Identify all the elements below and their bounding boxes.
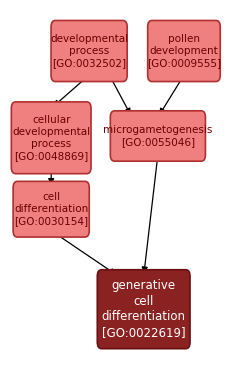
Text: pollen
development
[GO:0009555]: pollen development [GO:0009555] [147, 34, 221, 68]
FancyBboxPatch shape [11, 102, 91, 174]
FancyBboxPatch shape [148, 20, 220, 81]
Text: microgametogenesis
[GO:0055046]: microgametogenesis [GO:0055046] [103, 125, 213, 147]
Text: cellular
developmental
process
[GO:0048869]: cellular developmental process [GO:00488… [12, 115, 90, 161]
FancyBboxPatch shape [97, 270, 190, 349]
FancyBboxPatch shape [51, 20, 127, 81]
Text: developmental
process
[GO:0032502]: developmental process [GO:0032502] [50, 34, 128, 68]
Text: cell
differentiation
[GO:0030154]: cell differentiation [GO:0030154] [14, 192, 88, 226]
FancyBboxPatch shape [13, 182, 89, 237]
Text: generative
cell
differentiation
[GO:0022619]: generative cell differentiation [GO:0022… [102, 279, 186, 339]
FancyBboxPatch shape [110, 111, 206, 161]
